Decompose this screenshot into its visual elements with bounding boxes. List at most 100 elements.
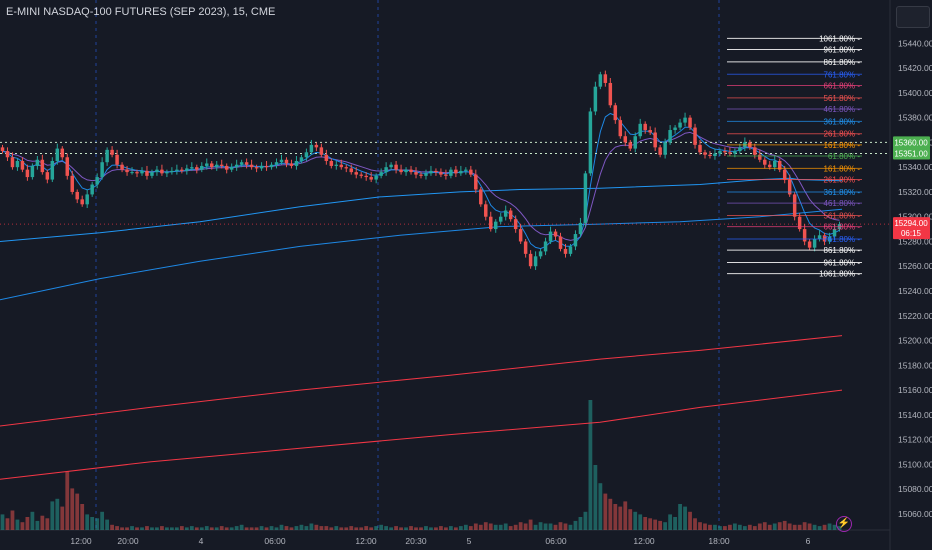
price-tick-label: 15300.00 xyxy=(898,212,932,222)
fib-level-label: 161.80% - xyxy=(824,141,861,150)
volume-bar xyxy=(668,514,673,530)
time-tick-label: 12:00 xyxy=(355,536,377,546)
candle-body xyxy=(434,170,438,173)
candle-body xyxy=(782,169,787,180)
volume-bar xyxy=(742,526,747,530)
candle-body xyxy=(304,152,309,158)
volume-bar xyxy=(563,523,568,530)
candle-body xyxy=(70,175,74,192)
candle-body xyxy=(319,147,324,155)
scale-settings-button[interactable] xyxy=(896,6,930,28)
candle-body xyxy=(777,160,782,170)
fib-level-label: 961.80% - xyxy=(824,46,861,55)
volume-bar xyxy=(214,527,219,530)
candle-body xyxy=(364,175,368,178)
volume-bar xyxy=(309,523,314,530)
candle-body xyxy=(354,172,358,175)
volume-bar xyxy=(802,522,807,530)
candle-body xyxy=(105,149,109,163)
current-price-tag xyxy=(893,217,930,240)
candle-body xyxy=(578,222,583,235)
fib-level-label: 661.80% - xyxy=(824,223,861,232)
volume-bar xyxy=(688,511,692,530)
volume-bar xyxy=(463,524,468,530)
volume-bar xyxy=(125,527,129,530)
volume-bar xyxy=(25,517,30,530)
volume-bar xyxy=(179,526,184,530)
candle-body xyxy=(474,174,478,190)
volume-bar xyxy=(478,524,483,530)
volume-bar xyxy=(444,527,448,530)
candle-body xyxy=(598,74,603,87)
candle-body xyxy=(414,172,418,175)
candle-body xyxy=(200,165,204,170)
volume-bar xyxy=(189,526,194,530)
volume-bar xyxy=(399,527,403,530)
candle-body xyxy=(638,123,642,137)
volume-bar xyxy=(618,506,623,530)
volume-bar xyxy=(703,523,707,530)
candle-body xyxy=(45,172,50,180)
volume-bar xyxy=(115,526,119,530)
volume-bar xyxy=(45,518,50,530)
price-tick-label: 15260.00 xyxy=(898,261,932,271)
candle-body xyxy=(145,170,149,176)
candle-body xyxy=(130,172,134,174)
candle-body xyxy=(553,231,558,237)
volume-bar xyxy=(274,527,279,530)
volume-bar xyxy=(648,518,653,530)
candle-body xyxy=(404,169,408,173)
candle-body xyxy=(55,148,60,161)
volume-bar xyxy=(30,511,35,530)
volume-bar xyxy=(434,527,438,530)
volume-bar xyxy=(229,527,234,530)
moving-average-line xyxy=(0,335,843,427)
volume-bar xyxy=(822,524,827,530)
candle-body xyxy=(733,151,737,154)
candle-body xyxy=(728,152,732,154)
candle-body xyxy=(543,241,548,252)
volume-bar xyxy=(249,527,254,530)
time-tick-label: 06:00 xyxy=(545,536,567,546)
fib-level-label: 861.80% - xyxy=(824,58,861,67)
volume-bar xyxy=(623,501,628,530)
moving-average-line xyxy=(0,389,843,480)
volume-bar xyxy=(379,524,384,530)
volume-bar xyxy=(174,527,179,530)
volume-bar xyxy=(508,526,513,530)
volume-bar xyxy=(762,522,767,530)
time-tick-label: 12:00 xyxy=(70,536,92,546)
volume-bar xyxy=(593,465,598,530)
volume-bar xyxy=(628,509,633,530)
volume-bar xyxy=(95,518,100,530)
volume-bar xyxy=(150,527,154,530)
volume-bar xyxy=(269,526,274,530)
candle-body xyxy=(613,105,618,121)
volume-bar xyxy=(658,520,663,530)
candle-body xyxy=(593,86,598,112)
candle-body xyxy=(75,191,79,200)
volume-bar xyxy=(224,527,229,530)
candle-body xyxy=(254,167,259,169)
volume-bar xyxy=(827,523,832,530)
flash-icon[interactable]: ⚡ xyxy=(836,516,852,532)
volume-bar xyxy=(204,526,209,530)
fib-level-label: 661.80% - xyxy=(824,81,861,90)
price-tick-label: 15060.00 xyxy=(898,509,932,519)
volume-bar xyxy=(608,498,613,530)
candle-body xyxy=(518,229,523,242)
candle-body xyxy=(60,148,65,158)
volume-bar xyxy=(344,527,349,530)
volume-bar xyxy=(60,506,65,530)
candle-body xyxy=(528,253,533,267)
time-tick-label: 12:00 xyxy=(633,536,655,546)
volume-bar xyxy=(458,526,463,530)
volume-bar xyxy=(85,514,90,530)
candle-body xyxy=(314,144,319,148)
volume-bar xyxy=(279,524,284,530)
price-level-tag-label: 15360.00 xyxy=(894,138,928,147)
candle-body xyxy=(533,256,538,267)
candle-body xyxy=(768,164,772,168)
candle-body xyxy=(369,177,373,180)
